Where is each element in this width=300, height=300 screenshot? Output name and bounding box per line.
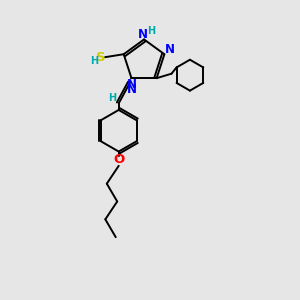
Text: N: N — [138, 28, 148, 40]
Text: N: N — [128, 82, 137, 96]
Text: S: S — [96, 51, 106, 64]
Text: H: H — [147, 26, 155, 36]
Text: N: N — [165, 43, 175, 56]
Text: O: O — [113, 153, 124, 167]
Text: H: H — [108, 93, 116, 103]
Text: N: N — [127, 78, 136, 91]
Text: H: H — [90, 56, 98, 66]
